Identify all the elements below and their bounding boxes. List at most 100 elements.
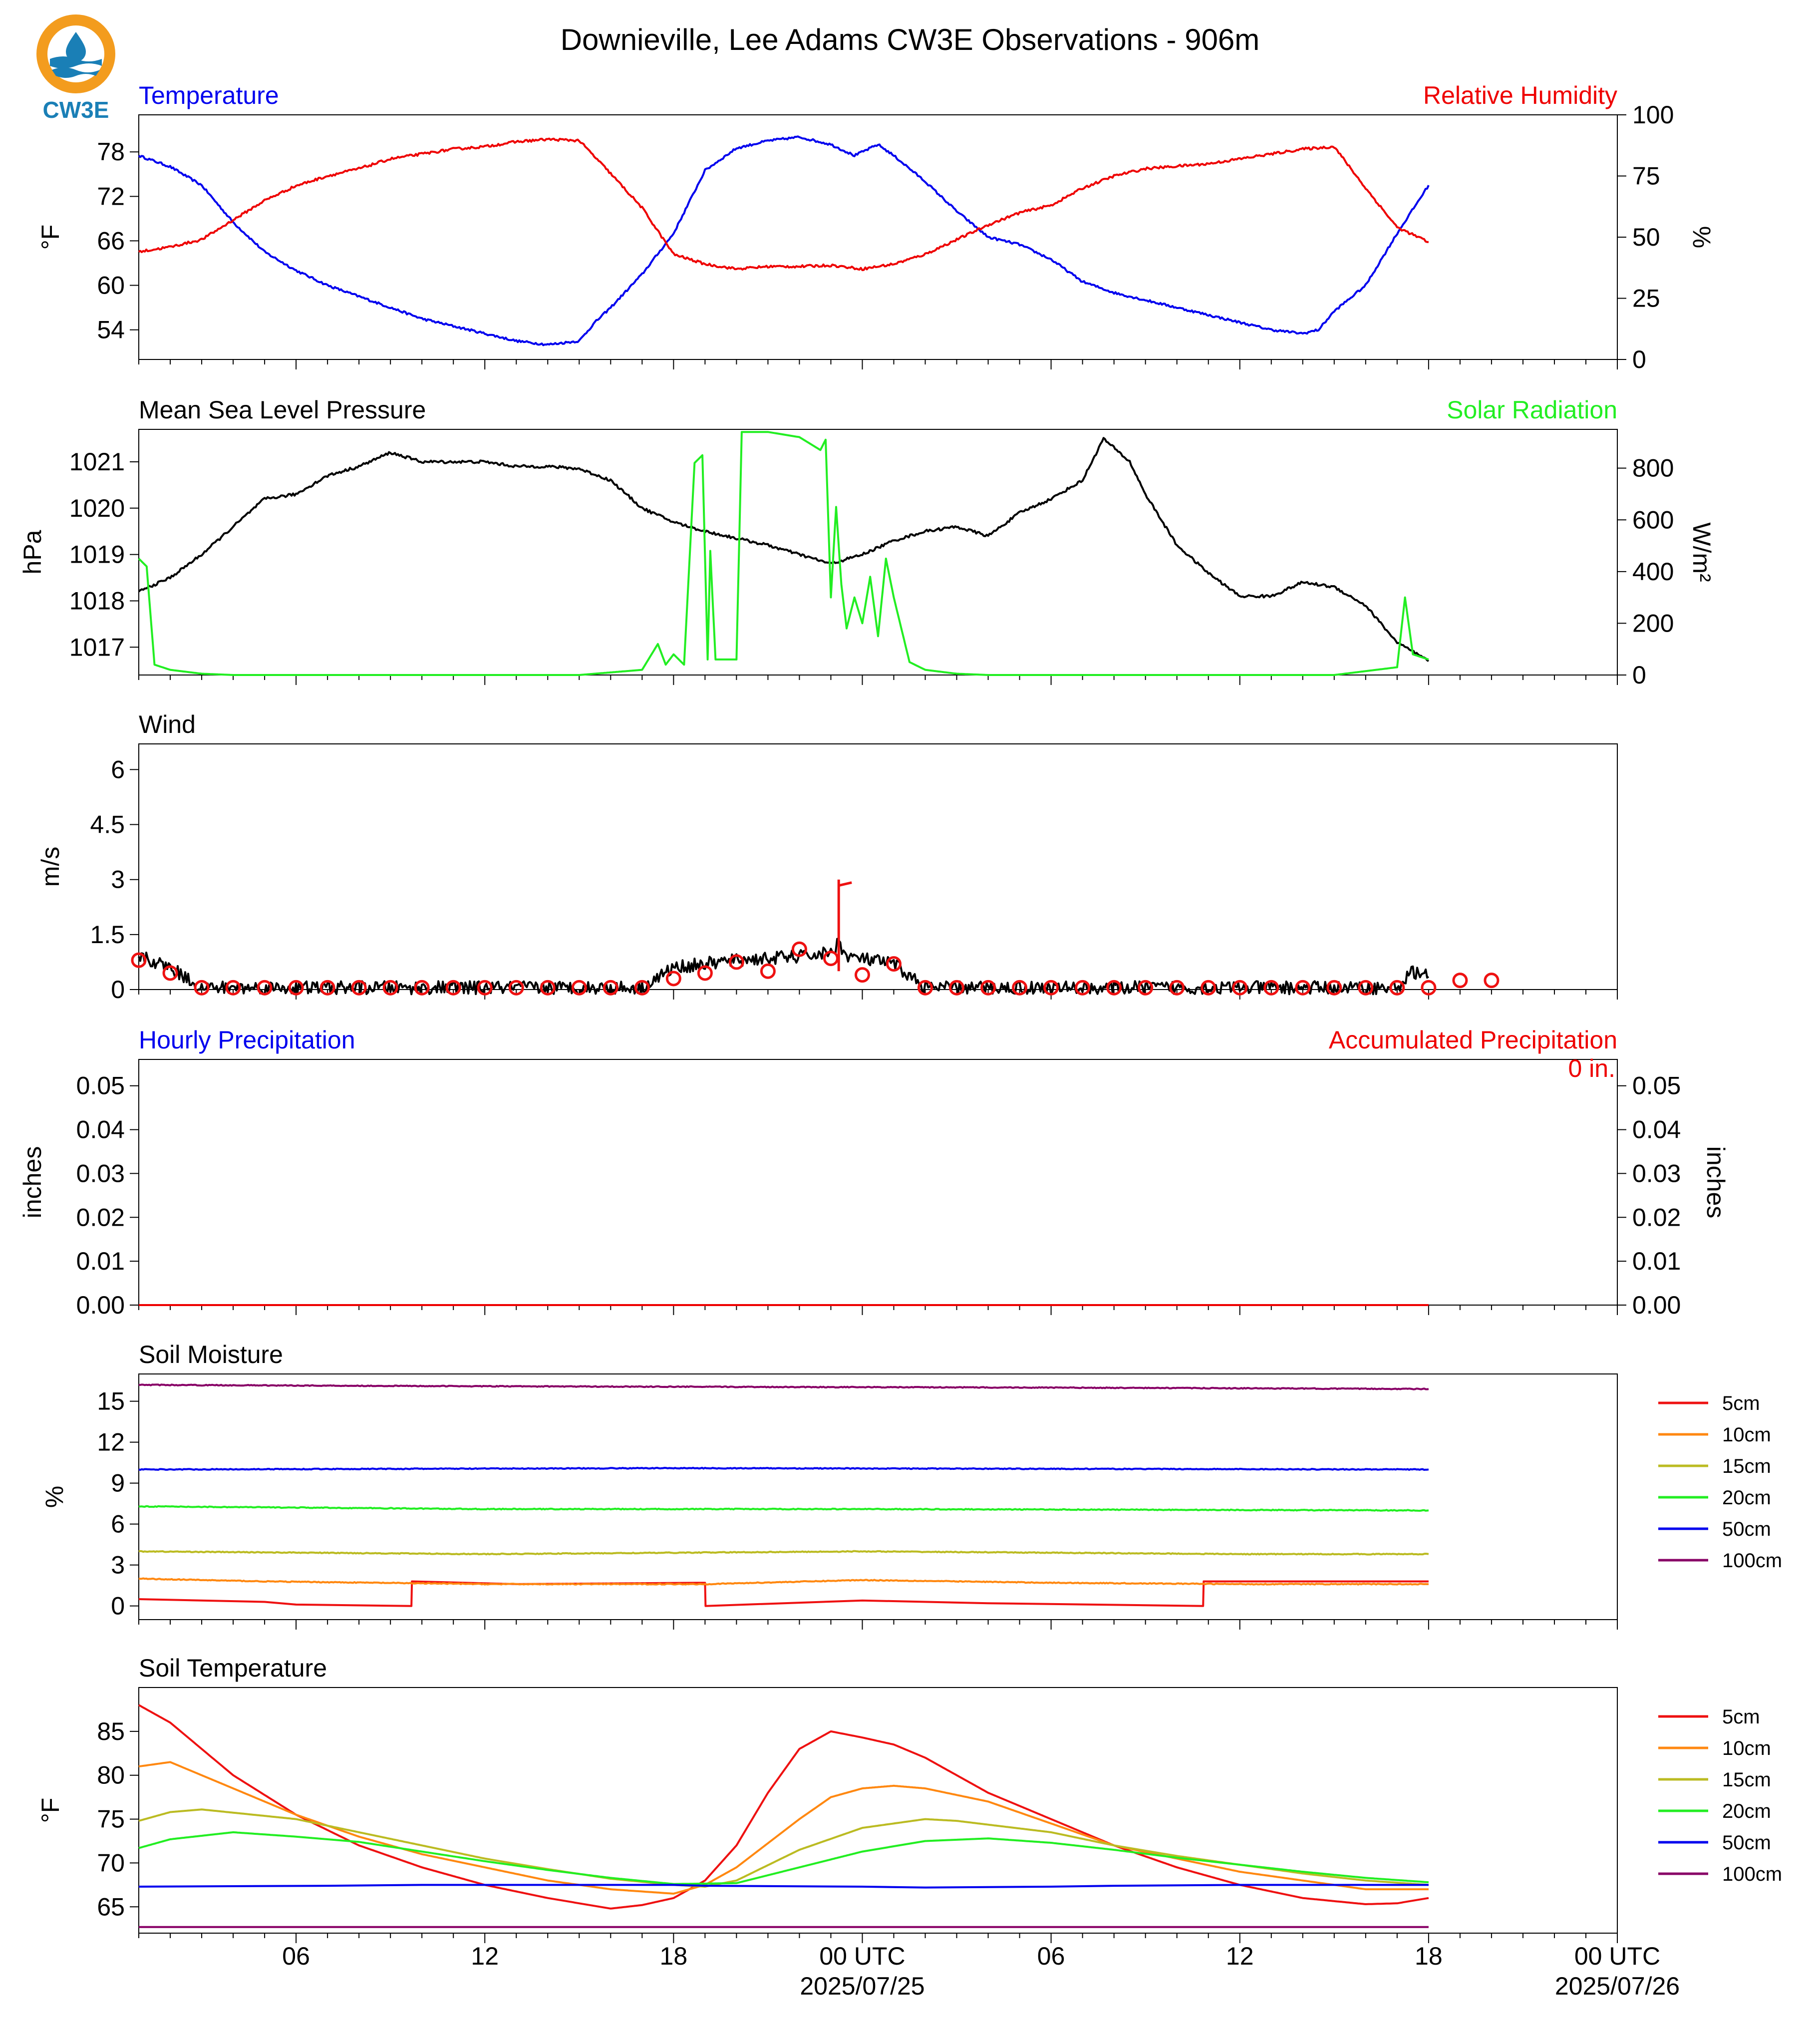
x-ticks (138, 1620, 1618, 1630)
wind-speed-marker (1232, 980, 1248, 996)
y-tick-label: 0.03 (76, 1159, 125, 1187)
y-tick-label: 0.00 (76, 1291, 125, 1319)
y-tick-label: 12 (97, 1428, 125, 1456)
y-tick-label: 1019 (69, 541, 125, 569)
y-tick-label: 0 (111, 976, 125, 1004)
y-tick-label-right: 25 (1632, 285, 1660, 313)
y-tick-label: 80 (97, 1761, 125, 1789)
water-drop-icon (66, 32, 86, 62)
wind-speed-marker (288, 980, 304, 996)
legend-label: 100cm (1722, 1550, 1782, 1572)
wind-speed-marker (1358, 980, 1374, 996)
figure-title: Downieville, Lee Adams CW3E Observations… (561, 23, 1260, 56)
wind-speed-marker (131, 952, 147, 968)
plot-frame (138, 1373, 1618, 1620)
panel-title-left: Soil Temperature (139, 1654, 327, 1682)
panel-title-right: Relative Humidity (1423, 81, 1617, 109)
wind-speed-marker (1263, 980, 1279, 996)
series-line-50cm (138, 1466, 1429, 1471)
y-tick-label-right: 0.05 (1632, 1072, 1681, 1100)
wind-speed-marker (886, 956, 902, 972)
legend-label: 15cm (1722, 1769, 1771, 1791)
y-tick-label: 4.5 (90, 811, 125, 839)
wind-speed-marker (1452, 973, 1468, 989)
y-tick-label: 1018 (69, 587, 125, 615)
panel-title-left: Temperature (139, 81, 279, 109)
wind-speed-marker (1169, 980, 1185, 996)
wind-speed-marker (194, 980, 210, 996)
legend-label: 50cm (1722, 1518, 1771, 1540)
y-tick-label: 1017 (69, 633, 125, 661)
panel-title-left: Mean Sea Level Pressure (139, 396, 426, 424)
x-ticks (138, 675, 1618, 685)
wind-speed-marker (540, 980, 556, 996)
x-tick-label: 00 UTC (819, 1942, 905, 1970)
panel-title-left: Soil Moisture (139, 1341, 283, 1368)
y-tick-label: 60 (97, 272, 125, 300)
panel-mslp_solar: Mean Sea Level Pressure Solar Radiation 10… (18, 396, 1716, 689)
legend-label: 5cm (1722, 1392, 1760, 1414)
y-tick-label: 0.05 (76, 1072, 125, 1100)
y-axis-left: 65 70 75 80 85 °F (36, 1717, 139, 1921)
plot-frame (138, 1059, 1618, 1306)
panel-soil_moisture: Soil Moisture 0 3 6 9 12 15% 5cm 10cm 15cm 20cm 50c… (40, 1341, 1782, 1630)
wind-speed-marker (319, 980, 335, 996)
y-tick-label: 70 (97, 1849, 125, 1877)
wind-speed-marker (634, 980, 650, 996)
series-line-5cm (138, 1580, 1429, 1607)
y-axis-label: °F (36, 1798, 64, 1823)
y-tick-label: 66 (97, 227, 125, 255)
y-axis-label: % (40, 1486, 68, 1508)
wind-speed-marker (697, 965, 713, 981)
y-tick-label: 0.02 (76, 1203, 125, 1231)
logo-wave (50, 56, 102, 68)
wind-speed-marker (854, 967, 870, 983)
x-tick-label: 06 (1037, 1942, 1065, 1970)
y-tick-label-right: 0.03 (1632, 1159, 1681, 1187)
plot-frame (138, 429, 1618, 676)
plot-frame (138, 743, 1618, 990)
legend-label: 10cm (1722, 1737, 1771, 1759)
y-tick-label: 1021 (69, 448, 125, 476)
y-axis-label-right: inches (1702, 1146, 1730, 1219)
legend-label: 100cm (1722, 1863, 1782, 1885)
y-tick-label-right: 0.04 (1632, 1116, 1681, 1144)
x-tick-label: 12 (1226, 1942, 1254, 1970)
y-tick-label: 3 (111, 866, 125, 894)
wind-speed-marker (917, 980, 933, 996)
legend-label: 20cm (1722, 1487, 1771, 1509)
wind-speed-marker (665, 971, 681, 987)
y-tick-label: 0 (111, 1592, 125, 1620)
y-tick-label: 72 (97, 182, 125, 210)
plot-frame (138, 1687, 1618, 1934)
wind-speed-marker (603, 980, 618, 996)
x-ticks (138, 1305, 1618, 1315)
y-axis-left: 54 60 66 72 78 °F (36, 138, 139, 344)
legend: 5cm 10cm 15cm 20cm 50cm 100cm (1658, 1706, 1782, 1885)
panels: Temperature Relative Humidity5460667278°F… (18, 81, 1782, 1943)
y-tick-label: 54 (97, 316, 125, 344)
accumulated-precip-value: 0 in. (1568, 1054, 1615, 1082)
wind-speed-marker (1389, 980, 1405, 996)
x-ticks (138, 359, 1618, 369)
wind-speed-marker (508, 980, 524, 996)
wind-speed-marker (1201, 980, 1216, 996)
wind-speed-marker (1326, 980, 1342, 996)
y-tick-label-right: 100 (1632, 101, 1674, 129)
y-tick-label: 1020 (69, 494, 125, 522)
y-axis-right: 0 200 400 600 800 W/m² (1617, 454, 1716, 689)
series-group (138, 431, 1429, 676)
y-tick-label-right: 0 (1632, 661, 1646, 689)
wind-speed-marker (414, 980, 430, 996)
wind-speed-marker (571, 980, 587, 996)
panel-title-right: Accumulated Precipitation (1329, 1026, 1617, 1054)
y-tick-label-right: 75 (1632, 162, 1660, 190)
legend-label: 15cm (1722, 1455, 1771, 1477)
y-axis-label: °F (36, 225, 64, 250)
y-axis-label: inches (18, 1146, 46, 1219)
y-tick-label: 75 (97, 1805, 125, 1833)
y-tick-label: 0.01 (76, 1247, 125, 1275)
wind-speed-marker (1421, 980, 1437, 996)
panel-soil_temp: Soil Temperature 65 70 75 80 85 °F 5cm 10cm 15cm 2… (36, 1654, 1782, 1943)
